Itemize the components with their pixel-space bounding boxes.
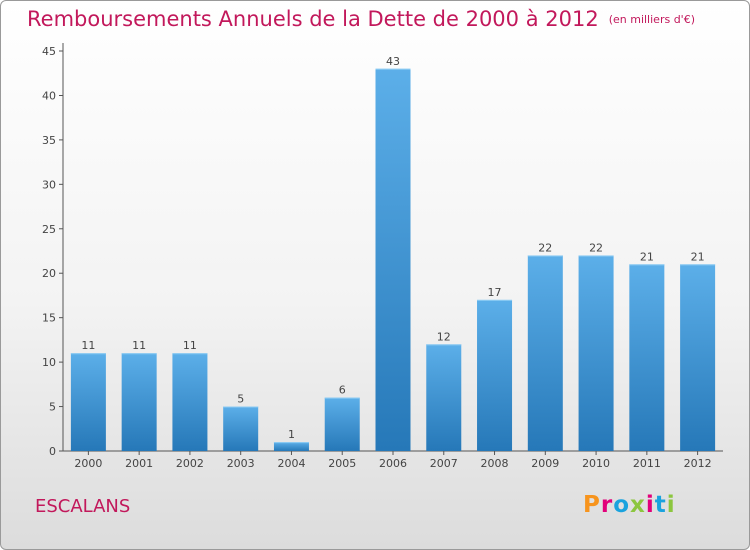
y-tick-label: 0 bbox=[49, 445, 56, 458]
y-tick-label: 40 bbox=[42, 89, 56, 102]
x-tick-label: 2002 bbox=[176, 457, 204, 470]
bar bbox=[629, 264, 665, 451]
x-tick-label: 2004 bbox=[277, 457, 305, 470]
bar bbox=[375, 68, 411, 452]
bar bbox=[273, 442, 309, 451]
x-tick-label: 2003 bbox=[227, 457, 255, 470]
x-tick-label: 2008 bbox=[481, 457, 509, 470]
bar-value-label: 12 bbox=[437, 330, 451, 343]
y-tick-label: 45 bbox=[42, 45, 56, 58]
x-tick-label: 2005 bbox=[328, 457, 356, 470]
bar bbox=[426, 344, 462, 451]
bar bbox=[121, 353, 157, 451]
bar-value-label: 22 bbox=[538, 241, 552, 254]
logo-letter: x bbox=[630, 492, 646, 518]
commune-name: ESCALANS bbox=[35, 496, 131, 517]
y-tick-label: 30 bbox=[42, 178, 56, 191]
logo-letter: r bbox=[600, 492, 614, 518]
bar bbox=[324, 397, 360, 451]
bar-value-label: 11 bbox=[132, 339, 146, 352]
bar bbox=[70, 353, 106, 451]
x-tick-label: 2010 bbox=[582, 457, 610, 470]
bar bbox=[680, 264, 716, 451]
logo-letter: i bbox=[645, 492, 655, 518]
chart-labels: 11 11 11 5 1 6 43 12 17 22 22 21 21 bbox=[81, 55, 704, 441]
bar-value-label: 17 bbox=[488, 286, 502, 299]
y-tick-label: 10 bbox=[42, 356, 56, 369]
bar-value-label: 22 bbox=[589, 241, 603, 254]
bar bbox=[172, 353, 208, 451]
bar-value-label: 5 bbox=[237, 393, 244, 406]
x-tick-label: 2011 bbox=[633, 457, 661, 470]
bar bbox=[477, 299, 513, 451]
bar-value-label: 1 bbox=[288, 428, 295, 441]
logo-letter: i bbox=[666, 492, 676, 518]
chart-title-text: Remboursements Annuels de la Dette de 20… bbox=[27, 7, 599, 31]
logo-letter: t bbox=[654, 492, 667, 518]
chart-title: Remboursements Annuels de la Dette de 20… bbox=[27, 7, 695, 31]
bar-value-label: 11 bbox=[81, 339, 95, 352]
proxiti-logo[interactable]: Proxiti bbox=[583, 492, 676, 518]
bar bbox=[527, 255, 563, 451]
x-tick-label: 2001 bbox=[125, 457, 153, 470]
y-tick-label: 5 bbox=[49, 401, 56, 414]
logo-letter: P bbox=[583, 492, 601, 518]
x-tick-label: 2007 bbox=[430, 457, 458, 470]
bar-value-label: 6 bbox=[339, 384, 346, 397]
bar-value-label: 21 bbox=[640, 250, 654, 263]
x-tick-label: 2006 bbox=[379, 457, 407, 470]
bar-value-label: 43 bbox=[386, 55, 400, 68]
bar-value-label: 21 bbox=[691, 250, 705, 263]
x-tick-label: 2012 bbox=[684, 457, 712, 470]
y-tick-label: 25 bbox=[42, 223, 56, 236]
x-tick-label: 2009 bbox=[531, 457, 559, 470]
logo-letter: o bbox=[613, 492, 631, 518]
bar bbox=[578, 255, 614, 451]
y-tick-label: 15 bbox=[42, 312, 56, 325]
y-tick-label: 35 bbox=[42, 134, 56, 147]
chart-unit: (en milliers d'€) bbox=[608, 13, 695, 26]
bar-value-label: 11 bbox=[183, 339, 197, 352]
x-tick-label: 2000 bbox=[74, 457, 102, 470]
bar bbox=[223, 406, 259, 451]
chart-bars bbox=[70, 68, 716, 452]
y-tick-label: 20 bbox=[42, 267, 56, 280]
